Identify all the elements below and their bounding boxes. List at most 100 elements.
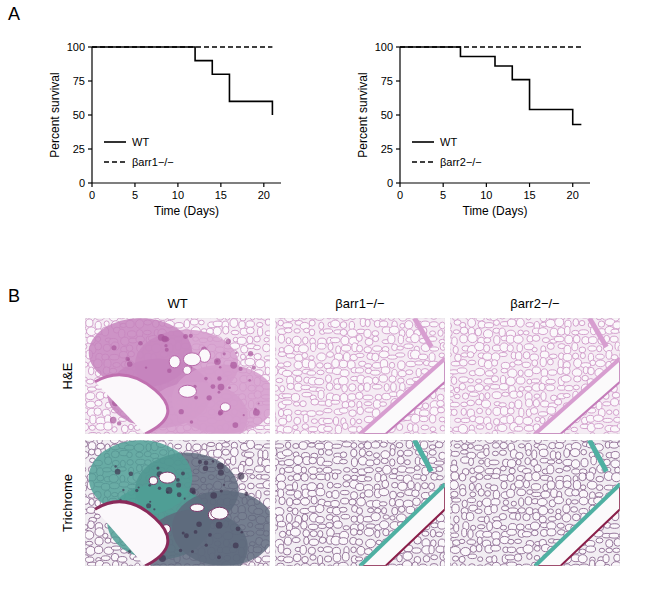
alveolus: [158, 318, 167, 320]
alveolus: [547, 343, 554, 349]
alveolus: [381, 367, 390, 374]
pleura: [589, 318, 606, 347]
nucleus: [217, 376, 221, 380]
alveolus: [222, 443, 230, 448]
nucleus: [177, 492, 182, 497]
alveolus: [88, 449, 94, 455]
alveolus: [579, 321, 585, 326]
alveolus: [285, 467, 294, 472]
alveolus: [110, 440, 119, 444]
alveolus: [564, 326, 570, 335]
nucleus: [148, 484, 151, 487]
alveolus: [517, 344, 523, 352]
alveolus: [403, 432, 411, 434]
alveolus: [430, 347, 439, 351]
alveolus: [318, 531, 323, 538]
alveolus: [340, 329, 347, 335]
alveolus: [342, 423, 348, 430]
nucleus: [204, 377, 208, 381]
alveolus: [429, 483, 435, 490]
nucleus: [248, 351, 253, 356]
alveolus: [451, 409, 457, 415]
nucleus: [233, 543, 239, 549]
alveolus: [406, 440, 413, 448]
alveolus: [365, 338, 373, 345]
alveolus: [565, 335, 573, 343]
alveolus: [311, 496, 317, 504]
nucleus: [184, 533, 189, 538]
alveolus: [316, 505, 324, 513]
alveolus: [238, 440, 247, 443]
alveolus: [250, 475, 255, 479]
alveolus: [440, 426, 445, 431]
y-axis-label: Percent survival: [356, 72, 370, 157]
alveolus: [375, 394, 382, 400]
airspace: [183, 366, 191, 374]
alveolus: [257, 327, 262, 336]
alveolus: [342, 442, 351, 447]
survival-chart: 051015200255075100Time (Days)Percent sur…: [48, 41, 281, 218]
alveolus: [469, 392, 478, 396]
nucleus: [184, 498, 186, 500]
y-tick: [88, 148, 92, 149]
alveolus: [430, 331, 436, 335]
alveolus: [265, 319, 270, 325]
alveolus: [392, 507, 398, 515]
alveolus: [286, 415, 292, 422]
micrograph: [275, 318, 445, 434]
x-tick: [134, 183, 135, 187]
alveolus: [283, 427, 292, 434]
alveolus: [546, 385, 555, 391]
alveolus: [357, 508, 363, 515]
micrograph: [450, 318, 620, 434]
alveolus: [248, 430, 257, 434]
alveolus: [541, 401, 550, 407]
alveolus: [327, 482, 333, 488]
pleura: [414, 318, 431, 347]
alveolus: [476, 379, 482, 383]
alveolus: [468, 318, 476, 327]
alveolus: [555, 318, 564, 327]
x-tick-label: 0: [397, 189, 403, 201]
airspace: [211, 507, 228, 519]
alveolus: [278, 489, 284, 498]
alveolus: [613, 410, 618, 416]
alveolus: [517, 391, 523, 397]
alveolus: [356, 335, 362, 342]
column-header: βarr1−/−: [335, 296, 384, 311]
alveolus: [85, 344, 87, 349]
nucleus: [179, 549, 182, 552]
alveolus: [249, 562, 255, 566]
legend-label: WT: [440, 136, 457, 148]
alveolus: [326, 383, 333, 391]
alveolus: [572, 369, 582, 377]
alveolus: [436, 466, 443, 471]
alveolus: [254, 445, 262, 450]
alveolus: [302, 514, 308, 521]
alveolus: [357, 515, 363, 523]
alveolus: [341, 318, 350, 320]
nucleus: [125, 357, 129, 361]
alveolus: [282, 400, 292, 405]
alveolus: [223, 326, 229, 334]
alveolus: [275, 459, 279, 466]
legend-label: WT: [132, 136, 149, 148]
nucleus: [146, 503, 151, 508]
alveolus: [331, 500, 340, 507]
alveolus: [508, 369, 517, 378]
micrograph-bg: [275, 440, 445, 566]
alveolus: [507, 408, 514, 414]
alveolus: [411, 414, 420, 423]
alveolus: [225, 459, 230, 464]
alveolus: [457, 368, 467, 374]
alveolus: [324, 426, 333, 431]
nucleus: [205, 544, 208, 547]
alveolus: [398, 335, 403, 344]
alveolus: [199, 320, 205, 325]
alveolus: [265, 331, 270, 336]
alveolus: [86, 401, 96, 408]
alveolus: [603, 418, 613, 422]
alveolus: [301, 498, 310, 505]
alveolus: [590, 360, 596, 366]
alveolus: [128, 424, 133, 430]
